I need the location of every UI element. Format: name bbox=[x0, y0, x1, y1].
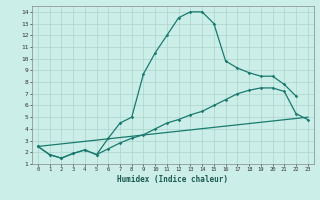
X-axis label: Humidex (Indice chaleur): Humidex (Indice chaleur) bbox=[117, 175, 228, 184]
